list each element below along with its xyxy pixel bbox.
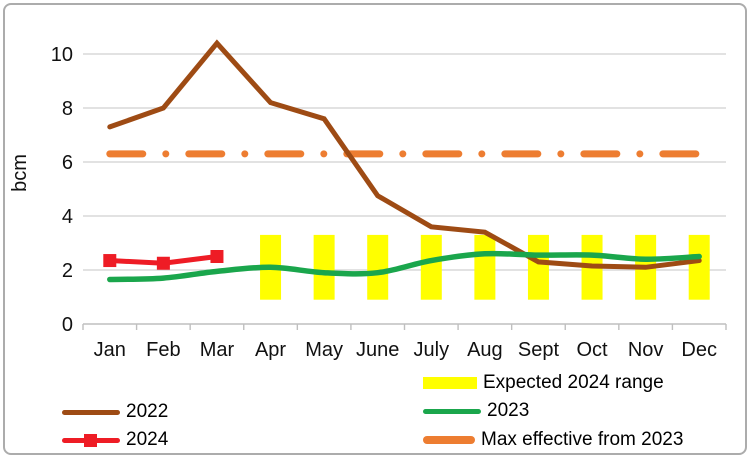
legend-item-max-effective[interactable]: Max effective from 2023	[423, 426, 683, 454]
x-axis-label: Sept	[518, 339, 560, 361]
legend-item-expected-range[interactable]: Expected 2024 range	[423, 369, 664, 397]
chart-border-frame	[3, 3, 747, 455]
legend-item-2023[interactable]: 2023	[423, 397, 529, 425]
expected-range-bar	[688, 234, 710, 300]
x-axis-label: Nov	[628, 339, 664, 361]
expected-range-bar	[367, 234, 389, 300]
2022-line-swatch	[62, 409, 120, 415]
x-axis-label: Dec	[681, 339, 717, 361]
legend-item-2024[interactable]: 2024	[62, 426, 168, 454]
x-axis-label: Aug	[467, 339, 503, 361]
series-2024-marker	[156, 256, 170, 270]
series-2024-marker	[210, 250, 224, 263]
legend-label-expected-range: Expected 2024 range	[483, 372, 664, 393]
2024-line-marker-swatch	[62, 433, 120, 447]
x-axis-label: June	[356, 339, 399, 361]
x-axis-label: Feb	[146, 339, 180, 361]
2023-line-swatch	[423, 408, 481, 414]
expected-range-bar	[313, 234, 335, 300]
series-2023-line	[107, 250, 702, 283]
x-axis-label: Mar	[200, 339, 235, 361]
y-axis-tick-label: 10	[51, 44, 73, 66]
legend-label-2024: 2024	[126, 429, 169, 450]
legend-label-max-effective: Max effective from 2023	[481, 429, 684, 450]
y-axis-tick-label: 2	[62, 260, 73, 282]
legend-label-2023: 2023	[487, 400, 530, 421]
y-axis-tick-label: 4	[62, 206, 73, 228]
expected-range-swatch	[423, 377, 477, 389]
x-axis-label: Apr	[255, 339, 286, 361]
legend-item-2022[interactable]: 2022	[62, 398, 168, 426]
expected-range-bar	[527, 234, 549, 300]
plot-area: bcm 0 2 4 6 8 10 Jan Feb Mar Apr May June July Aug Sep…	[9, 39, 727, 361]
y-axis-tick-label: 8	[62, 98, 73, 120]
x-axis-label: Jan	[94, 339, 126, 361]
x-axis-label: May	[305, 339, 343, 361]
expected-range-bar	[474, 234, 496, 300]
series-2024-marker	[103, 254, 117, 268]
x-axis-label: Oct	[576, 339, 608, 361]
legend-label-2022: 2022	[126, 401, 169, 422]
y-axis-tick-label: 6	[62, 152, 73, 174]
x-axis-label: July	[414, 339, 450, 361]
expected-range-bar	[420, 234, 442, 300]
series-2022-line	[107, 39, 702, 270]
max-effective-line-swatch	[423, 436, 475, 444]
y-axis-title: bcm	[9, 154, 31, 192]
y-axis-tick-label: 0	[62, 314, 73, 336]
